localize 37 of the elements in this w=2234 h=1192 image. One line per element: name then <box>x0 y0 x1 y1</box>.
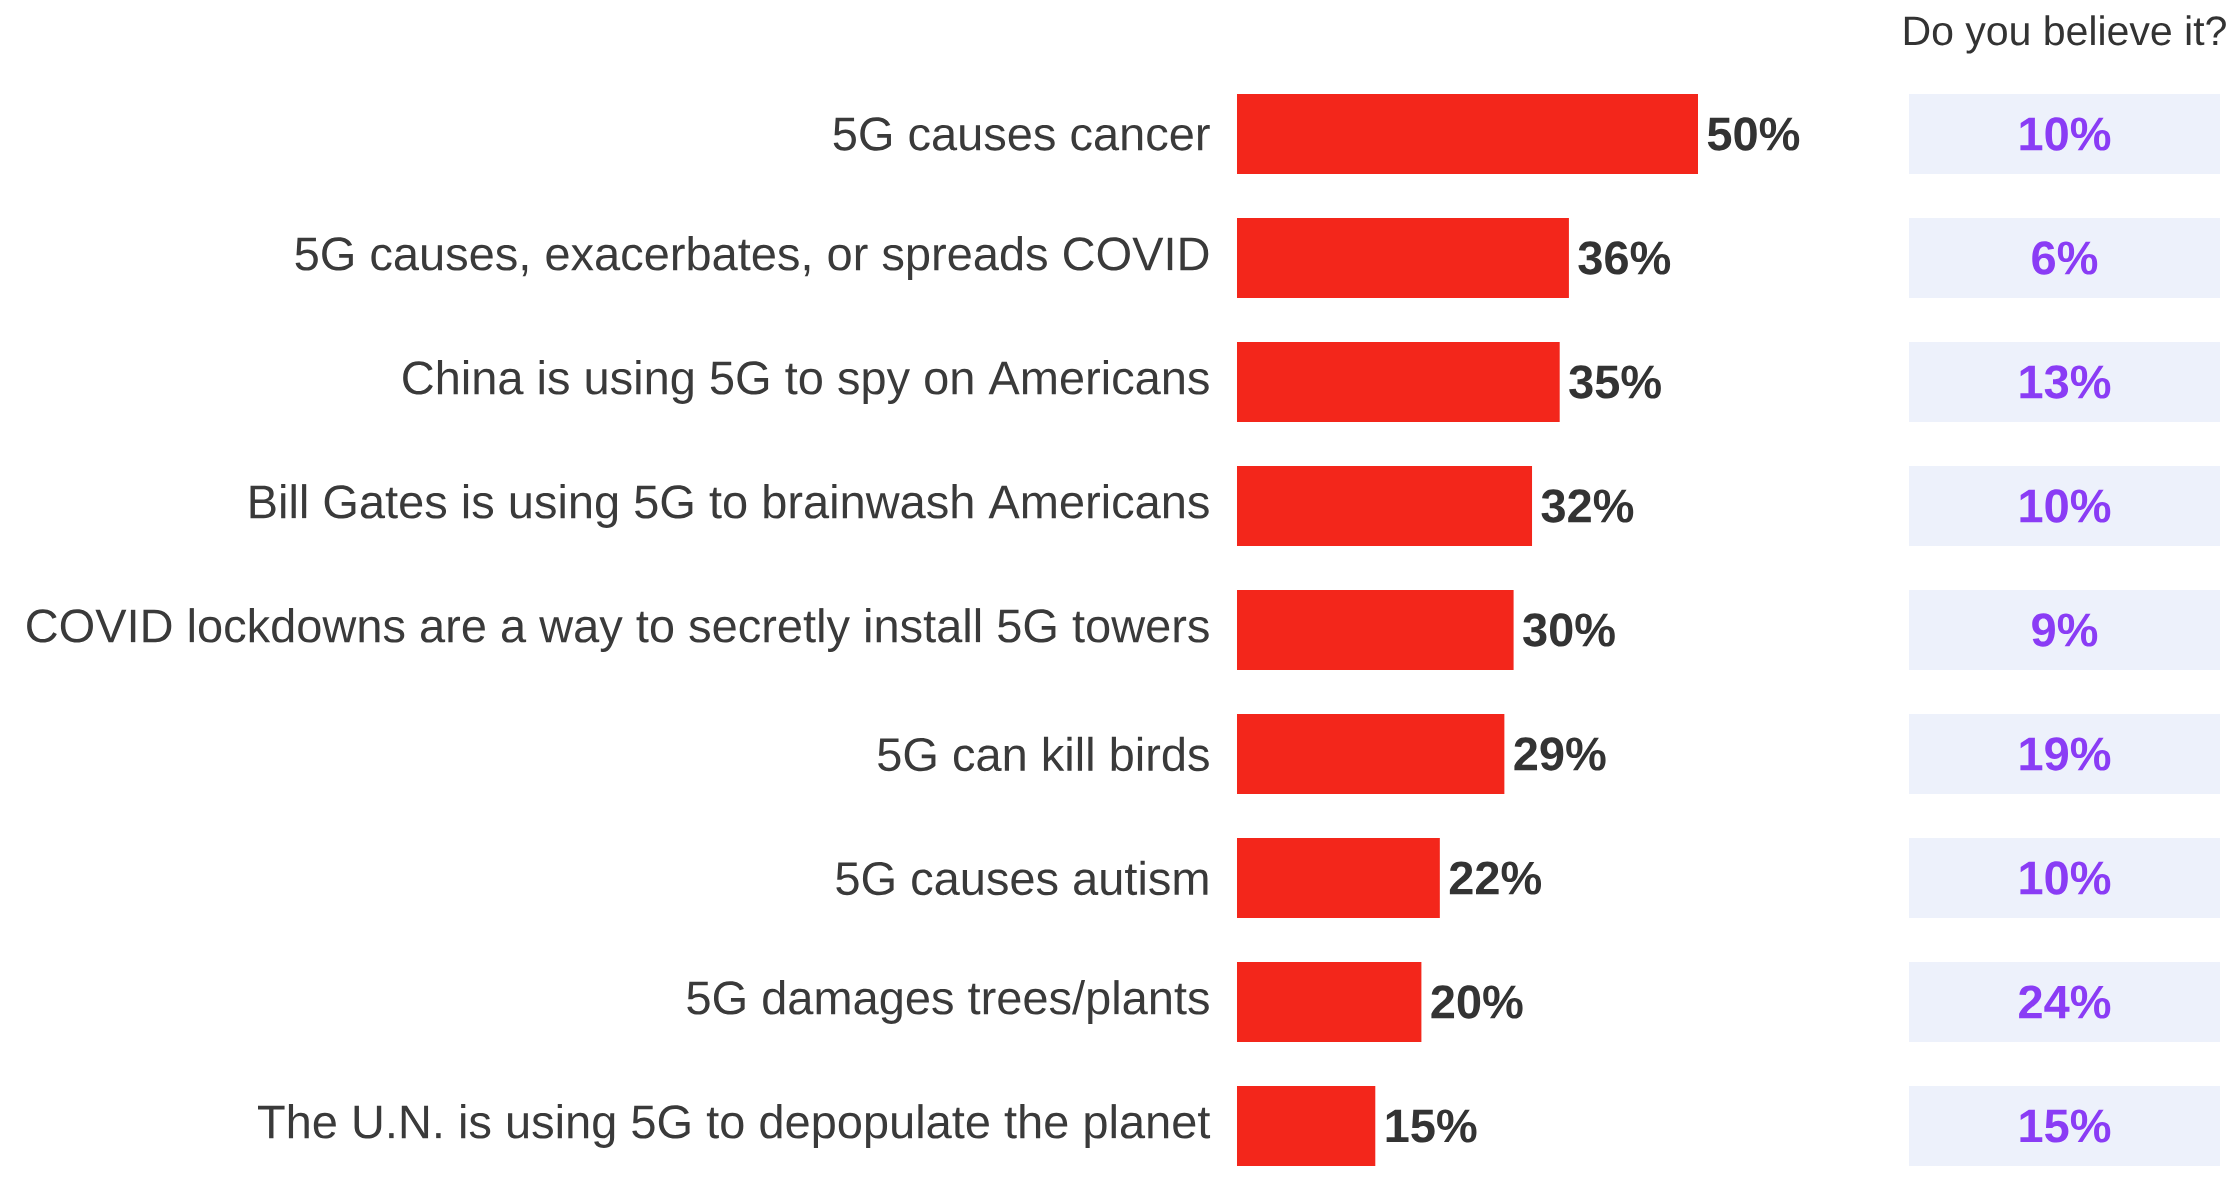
data-label: 29% <box>1514 737 1606 771</box>
data-label: 50% <box>1707 117 1800 151</box>
data-label: 15% <box>2020 1109 2111 1143</box>
data-label: 32% <box>1541 489 1634 523</box>
data-label: 6% <box>2032 241 2098 275</box>
bar <box>1236 961 1422 1042</box>
y-tick-label: China is using 5G to spy on Americans <box>403 360 1209 404</box>
data-label: 15% <box>1386 1109 1477 1143</box>
data-label: 20% <box>1431 985 1523 1019</box>
y-tick-label: 5G causes autism <box>836 860 1208 896</box>
data-label: 36% <box>1578 241 1671 275</box>
y-tick-label: 5G causes, exacerbates, or spreads COVID <box>295 236 1209 280</box>
bar <box>1236 217 1569 298</box>
data-label: 24% <box>2019 985 2111 1019</box>
data-label: 13% <box>2020 365 2111 399</box>
data-label: 10% <box>2020 489 2111 523</box>
bar <box>1236 1085 1376 1166</box>
data-label: 9% <box>2032 613 2098 647</box>
y-tick-label: 5G can kill birds <box>878 736 1209 772</box>
bar <box>1236 837 1440 918</box>
y-tick-label: COVID lockdowns are a way to secretly install 5G towers <box>27 608 1209 652</box>
data-label: 19% <box>2020 737 2111 771</box>
y-tick-label: Bill Gates is using 5G to brainwash Americans <box>250 484 1209 528</box>
data-label: 10% <box>2020 117 2111 151</box>
text: Do you believe it? <box>1904 15 2226 54</box>
bar <box>1236 341 1560 422</box>
data-label: 22% <box>1449 861 1542 895</box>
data-label: 35% <box>1569 365 1661 399</box>
bar <box>1236 93 1698 174</box>
bar <box>1236 713 1505 794</box>
y-tick-label: 5G causes cancer <box>833 117 1210 151</box>
data-label: 10% <box>2020 861 2111 895</box>
y-tick-label: 5G damages trees/plants <box>687 980 1209 1024</box>
data-label: 30% <box>1523 613 1615 647</box>
bar <box>1236 589 1514 670</box>
bar <box>1236 465 1533 546</box>
y-tick-label: The U.N. is using 5G to depopulate the planet <box>258 1104 1211 1148</box>
